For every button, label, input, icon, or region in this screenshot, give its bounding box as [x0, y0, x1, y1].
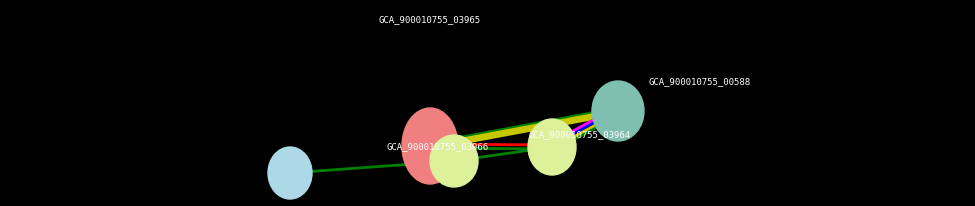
Ellipse shape [592, 82, 644, 141]
Ellipse shape [430, 135, 478, 187]
Text: GCA_900010755_03964: GCA_900010755_03964 [528, 130, 631, 139]
Text: GCA_900010755_03966: GCA_900010755_03966 [387, 142, 489, 151]
Text: GCA_900010755_00588: GCA_900010755_00588 [649, 77, 751, 86]
Ellipse shape [528, 119, 576, 175]
Ellipse shape [268, 147, 312, 199]
Ellipse shape [402, 109, 458, 184]
Text: GCA_900010755_03965: GCA_900010755_03965 [379, 15, 481, 24]
